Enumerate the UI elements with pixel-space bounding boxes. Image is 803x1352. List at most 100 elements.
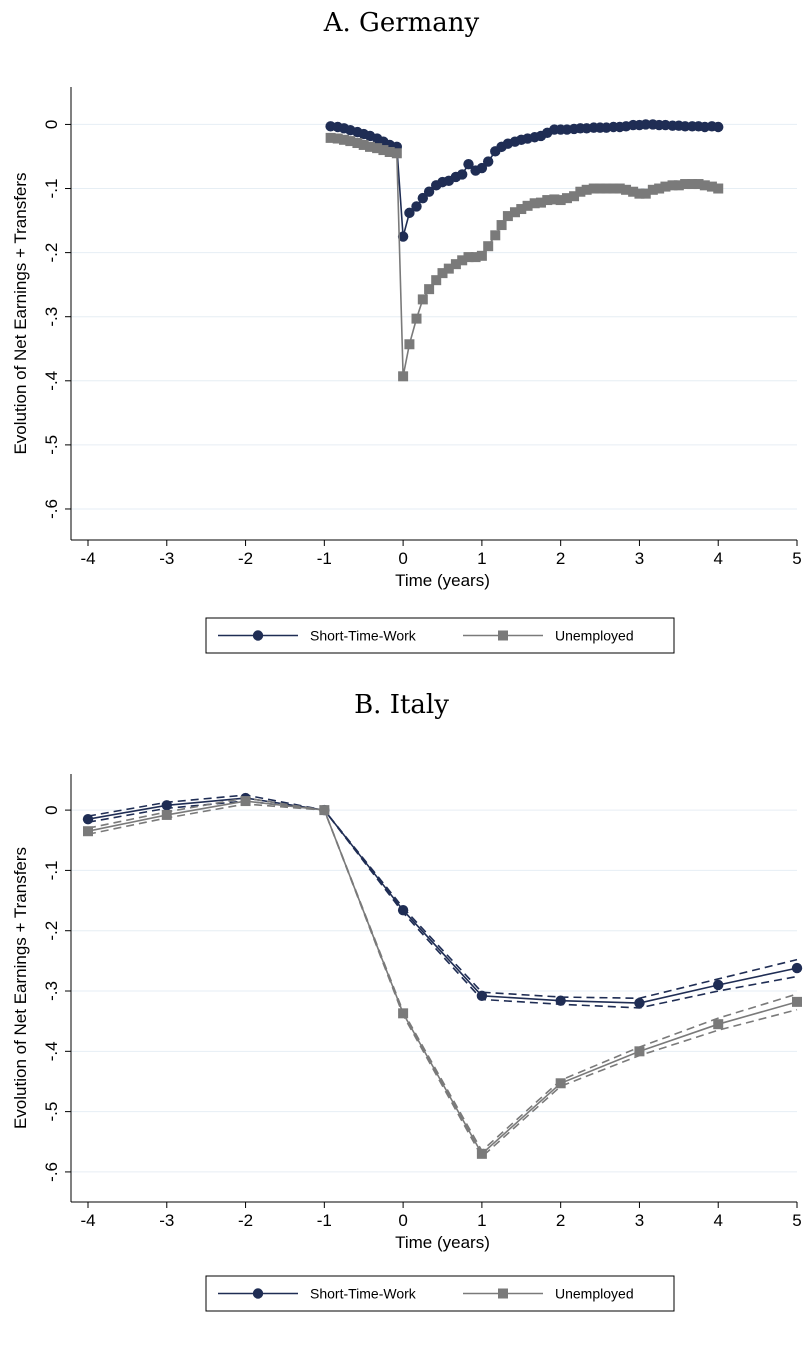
panel-a-title: A. Germany [323,8,480,38]
series-1-point [542,195,553,206]
y-tick-label: 0 [42,805,61,814]
series-1-line [330,137,719,377]
x-tick-label: 0 [398,549,407,568]
series-1-point [680,179,691,190]
series-1-point [502,211,513,222]
series-1-point [628,186,639,197]
series-1-point [463,252,474,263]
series-1-point [569,191,580,202]
series-1-point [490,230,501,241]
series-1-point [476,1148,487,1159]
series-1-point [561,193,572,204]
series-0-point [456,169,468,180]
series-1-point [660,181,671,192]
series-1-point [470,252,481,263]
series-0-point [482,156,494,167]
y-tick-label: -.1 [42,179,61,199]
y-tick-label: -.3 [42,981,61,1001]
legend-label-1: Unemployed [555,628,634,644]
series-1-point [358,139,369,150]
panel-b-title: B. Italy [354,690,449,720]
series-0-ci-lower-line [87,800,798,1009]
y-tick-label: -.6 [42,499,61,519]
series-1-point [549,194,560,205]
y-tick-label: -.5 [42,435,61,455]
series-1-point [621,184,632,195]
x-tick-label: -3 [159,1211,174,1230]
series-1-ci-lower-line [87,803,798,1159]
x-tick-label: 3 [635,1211,644,1230]
series-1-point [601,183,612,194]
series-1-point [345,136,356,147]
series-1-point [437,268,448,279]
series-1-point [634,188,645,199]
x-axis-title: Time (years) [395,571,490,590]
series-1-point [588,183,599,194]
series-0-point [476,990,488,1002]
series-1-point [391,148,402,159]
series-1-point [792,996,802,1007]
legend-marker-1 [498,1288,508,1299]
legend-marker-0 [252,1288,264,1299]
series-0-point [423,186,435,197]
series-1-point [706,181,717,192]
x-tick-label: -3 [159,549,174,568]
y-tick-label: -.5 [42,1102,61,1122]
series-1-point [398,371,409,382]
series-1-point [581,184,592,195]
series-1-point [555,195,566,206]
series-1-point [483,241,494,252]
series-1-point [476,250,487,261]
series-1-point [339,134,350,145]
series-1-point [161,809,172,820]
x-axis-title: Time (years) [395,1233,490,1252]
x-tick-label: 1 [477,1211,486,1230]
x-tick-label: -2 [238,1211,253,1230]
series-0-point [404,207,415,219]
series-1-point [496,220,507,231]
series-1-point [83,826,93,837]
series-1-point [352,138,363,149]
series-0-point [397,231,409,242]
y-tick-label: -.6 [42,1162,61,1182]
series-1-point [411,313,422,324]
series-1-point [457,255,468,266]
series-1-point [575,186,586,197]
series-1-point [325,132,336,143]
legend-label-0: Short-Time-Work [310,628,417,644]
series-1-point [522,200,533,211]
legend-label-1: Unemployed [555,1286,634,1302]
series-1-point [384,146,395,157]
series-1-point [365,141,376,152]
series-0-point [417,192,429,204]
x-tick-label: -1 [317,1211,332,1230]
series-1-point [431,275,442,286]
x-tick-label: 2 [556,549,565,568]
legend-marker-1 [498,630,508,641]
series-1-line [87,800,798,1156]
series-1-point [424,284,435,295]
series-1-point [398,1008,409,1019]
legend: Short-Time-Work Unemployed [205,617,675,654]
series-1-point [516,204,527,215]
x-tick-label: 4 [713,549,722,568]
series-0-point [161,800,172,811]
y-axis-title: Evolution of Net Earnings + Transfers [11,847,30,1129]
series-1-point [372,143,383,154]
series-1-point [687,179,698,190]
series-0-point [555,995,566,1006]
series-1-point [332,133,343,144]
series-0-ci-upper-line [87,794,798,1000]
series-1-point [443,263,454,274]
series-1-point [417,294,428,305]
y-tick-label: -.1 [42,860,61,880]
x-tick-label: -1 [317,549,332,568]
legend-label-0: Short-Time-Work [310,1286,417,1302]
y-tick-label: -.3 [42,307,61,327]
germany-chart: 0 -.1 -.2 -.3 -.4 -.5 -.6 -4 -3 -2 -1 0 1 2 3 4 5 Time (y… [11,87,802,654]
series-0-point [713,979,724,991]
series-1-point [378,145,389,156]
series-1-point [614,183,625,194]
series-0-point [476,162,488,174]
x-tick-label: 5 [792,1211,801,1230]
